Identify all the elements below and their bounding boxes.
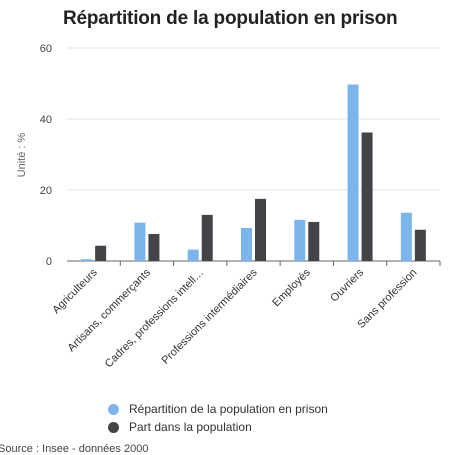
bars	[81, 84, 426, 261]
bar-prison-2[interactable]	[187, 249, 199, 261]
bar-population-6[interactable]	[414, 229, 426, 261]
y-axis-label: Unité : %	[16, 132, 28, 177]
y-tick-label: 60	[40, 43, 52, 55]
bar-prison-6[interactable]	[400, 212, 412, 261]
legend-item-prison[interactable]: Répartition de la population en prison	[108, 400, 328, 418]
legend-item-population[interactable]: Part dans la population	[108, 418, 328, 436]
legend-label-population: Part dans la population	[129, 420, 252, 434]
bar-population-3[interactable]	[255, 198, 266, 261]
bar-prison-4[interactable]	[294, 219, 306, 261]
y-tick-label: 20	[40, 185, 52, 197]
bar-prison-0[interactable]	[81, 259, 93, 261]
x-tick-label: Ouvriers	[328, 266, 366, 304]
bar-population-2[interactable]	[201, 214, 213, 261]
bar-prison-5[interactable]	[347, 84, 359, 261]
bar-population-1[interactable]	[148, 234, 160, 261]
legend-label-prison: Répartition de la population en prison	[129, 402, 328, 416]
legend-swatch-prison	[108, 403, 119, 415]
gridlines	[67, 47, 440, 262]
x-tick-label: Cadres, professions intell…	[103, 267, 207, 371]
source-note: Source : Insee - données 2000	[0, 443, 149, 455]
legend-swatch-population	[108, 421, 119, 433]
y-axis-ticks: 0 20 40 60	[40, 43, 52, 268]
y-tick-label: 40	[40, 114, 52, 126]
x-tick-label: Professions intermédiaires	[159, 266, 259, 366]
chart-title: Répartition de la population en prison	[63, 8, 398, 29]
legend: Répartition de la population en prison P…	[108, 400, 328, 436]
bar-population-4[interactable]	[308, 221, 320, 261]
bar-prison-1[interactable]	[134, 222, 146, 261]
bar-population-0[interactable]	[95, 245, 107, 261]
y-tick-label: 0	[46, 256, 52, 268]
x-tick-label: Agriculteurs	[50, 266, 100, 316]
bar-population-5[interactable]	[361, 132, 373, 261]
x-tick-label: Employés	[270, 266, 313, 309]
bar-prison-3[interactable]	[241, 227, 252, 261]
